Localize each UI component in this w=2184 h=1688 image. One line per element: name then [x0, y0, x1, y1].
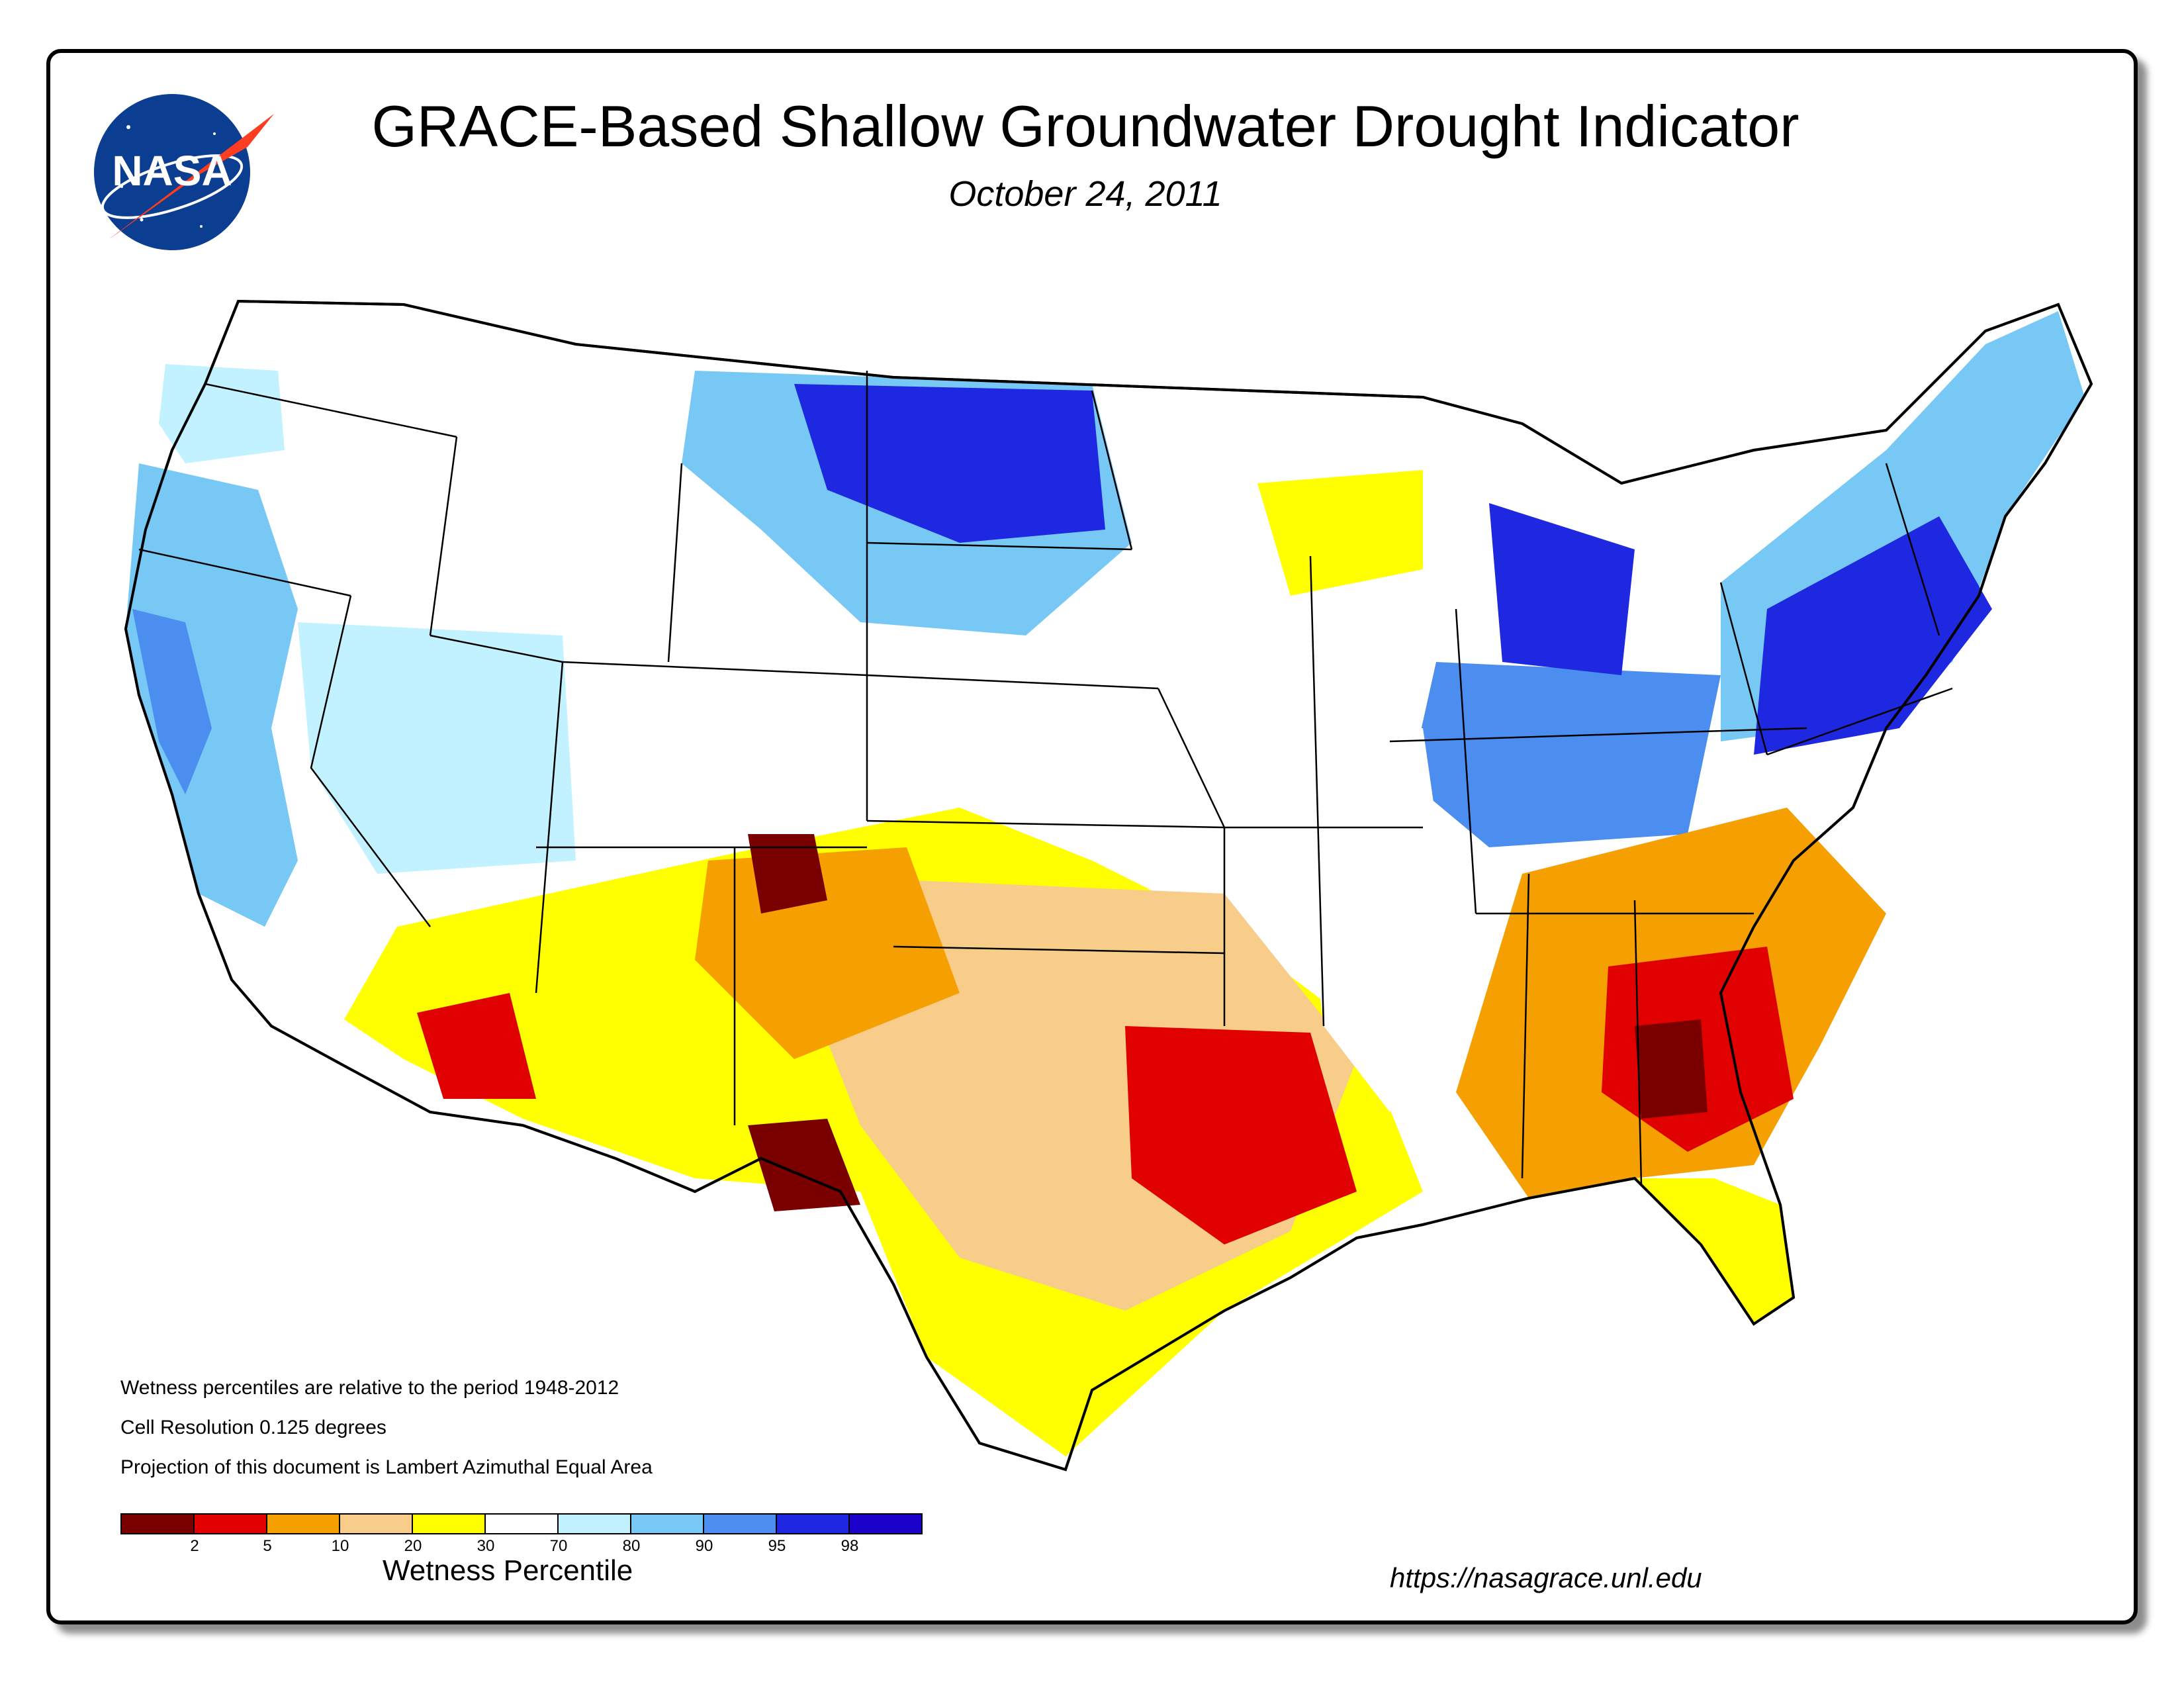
legend-swatch [559, 1515, 631, 1533]
legend-swatch [486, 1515, 559, 1533]
legend-tick-label: 20 [404, 1537, 422, 1555]
region-ohio-valley-wet [1410, 662, 1721, 847]
region-georgia-extreme [1635, 1019, 1707, 1119]
note-cell-resolution: Cell Resolution 0.125 degrees [120, 1417, 387, 1438]
region-colorado-very-dry [748, 834, 827, 914]
legend-swatch [704, 1515, 777, 1533]
region-northeast-very-wet [1754, 516, 1992, 755]
legend-tick-label: 90 [695, 1537, 713, 1555]
note-projection: Projection of this document is Lambert A… [120, 1456, 653, 1478]
region-florida [1635, 1178, 1794, 1324]
legend-color-bar [120, 1513, 923, 1534]
legend-tick-label: 10 [331, 1537, 349, 1555]
map-date: October 24, 2011 [948, 174, 1222, 214]
legend-tick-label: 30 [477, 1537, 495, 1555]
legend-tick-label: 2 [190, 1537, 199, 1555]
region-mississippi-valley [1304, 728, 1456, 1112]
region-wisconsin-dry [1257, 470, 1423, 596]
legend-tick-label: 95 [768, 1537, 786, 1555]
nasa-logo: NASA [94, 94, 274, 250]
legend-swatch [122, 1515, 195, 1533]
region-north-dakota-very-wet [794, 384, 1105, 543]
source-url[interactable]: https://nasagrace.unl.edu [1390, 1562, 1702, 1593]
region-arizona-very-dry [417, 993, 536, 1099]
note-percentile-period: Wetness percentiles are relative to the … [120, 1377, 619, 1399]
legend-swatch [631, 1515, 704, 1533]
legend-swatch [267, 1515, 340, 1533]
legend-swatch [413, 1515, 486, 1533]
region-great-basin [298, 622, 576, 874]
legend-swatch [340, 1515, 413, 1533]
legend-swatch [850, 1515, 921, 1533]
region-california-wet [132, 609, 212, 794]
legend-tick-label: 70 [549, 1537, 568, 1555]
legend-title: Wetness Percentile [383, 1554, 633, 1587]
drought-map [124, 299, 2093, 1472]
legend-tick-label: 5 [263, 1537, 272, 1555]
legend-swatch [777, 1515, 850, 1533]
region-west-wet [126, 463, 298, 927]
page-title: GRACE-Based Shallow Groundwater Drought … [371, 93, 1799, 159]
legend-swatch [195, 1515, 267, 1533]
state-borders [138, 371, 1953, 1186]
legend-tick-label: 98 [841, 1537, 859, 1555]
region-washington-wet [159, 364, 285, 463]
logo-text: NASA [112, 147, 232, 195]
legend-tick-label: 80 [622, 1537, 641, 1555]
region-texas-very-dry [1125, 1026, 1357, 1244]
region-michigan-wet [1489, 503, 1635, 675]
